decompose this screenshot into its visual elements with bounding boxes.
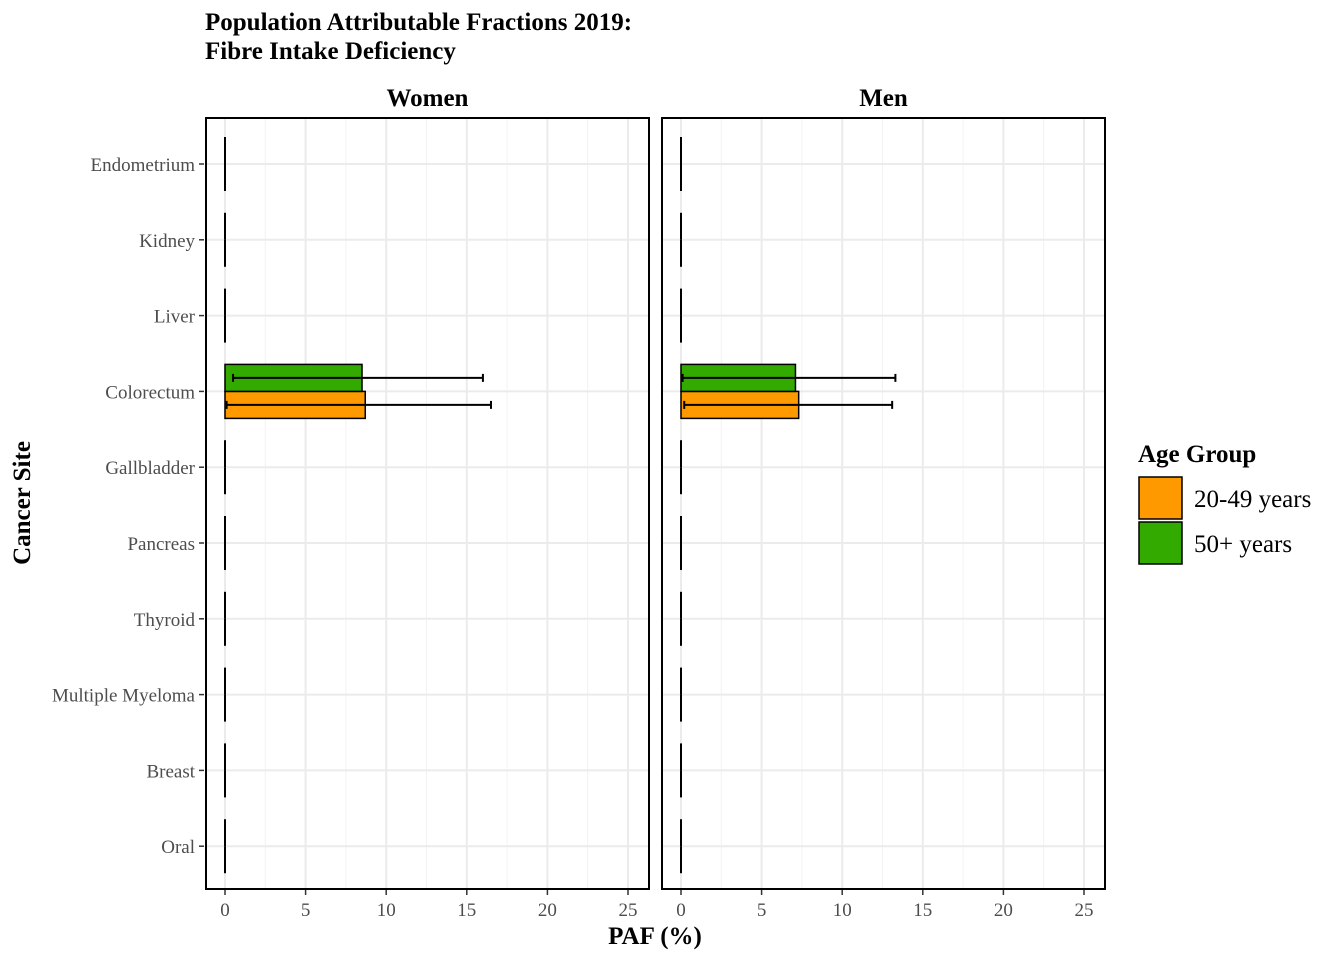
x-tick-label: 5 [301, 900, 311, 921]
legend-label-50-years: 50+ years [1194, 531, 1292, 558]
y-axis-title: Cancer Site [9, 441, 36, 565]
category-label-endometrium: Endometrium [91, 155, 196, 176]
panel-men: Men 0 5 10 15 20 25 [661, 85, 1106, 921]
x-tick-label: 20 [994, 900, 1013, 921]
errorbar-men-colorectum-50-years [681, 373, 897, 382]
category-label-thyroid: Thyroid [134, 610, 196, 631]
x-axis-title: PAF (%) [608, 923, 702, 950]
legend-title: Age Group [1138, 441, 1256, 468]
x-tick-label: 25 [619, 900, 638, 921]
x-tick-label: 25 [1075, 900, 1094, 921]
category-labels: Endometrium Kidney Liver Colorectum Gallblad… [52, 155, 204, 858]
category-label-colorectum: Colorectum [105, 382, 195, 403]
legend-swatch-20-49-years [1138, 476, 1183, 520]
category-label-gallbladder: Gallbladder [105, 458, 195, 479]
chart-title: Population Attributable Fractions 2019: … [205, 9, 632, 65]
category-label-breast: Breast [146, 761, 195, 782]
x-tick-label: 0 [220, 900, 230, 921]
legend-swatch-50-years [1138, 521, 1183, 565]
panel-border-women [205, 117, 650, 890]
category-label-kidney: Kidney [139, 231, 195, 252]
x-tick-label: 20 [538, 900, 557, 921]
x-tick-label: 10 [377, 900, 396, 921]
facet-title-women: Women [387, 85, 469, 112]
category-label-pancreas: Pancreas [127, 534, 195, 555]
x-tick-label: 15 [457, 900, 476, 921]
category-label-multiple-myeloma: Multiple Myeloma [52, 686, 196, 707]
x-tick-label: 10 [833, 900, 852, 921]
panel-women: Women 0 5 10 15 20 25 [205, 85, 650, 921]
x-tick-label: 5 [757, 900, 767, 921]
chart-title-line-2: Fibre Intake Deficiency [205, 38, 456, 65]
x-tick-label: 0 [676, 900, 686, 921]
x-tick-label: 15 [913, 900, 932, 921]
chart-title-line-1: Population Attributable Fractions 2019: [205, 9, 632, 36]
category-label-oral: Oral [161, 837, 195, 858]
category-label-liver: Liver [154, 307, 196, 328]
panel-border-men [661, 117, 1106, 890]
facet-title-men: Men [859, 85, 908, 112]
legend: Age Group 20-49 years 50+ years [1138, 441, 1311, 565]
errorbar-women-colorectum-20-49-years [225, 400, 492, 409]
legend-label-20-49-years: 20-49 years [1194, 486, 1311, 513]
errorbar-women-colorectum-50-years [232, 373, 484, 382]
facet-panels: Women 0 5 10 15 20 25 Men 0 5 10 15 20 25 [205, 85, 1106, 921]
errorbar-men-colorectum-20-49-years [683, 400, 894, 409]
